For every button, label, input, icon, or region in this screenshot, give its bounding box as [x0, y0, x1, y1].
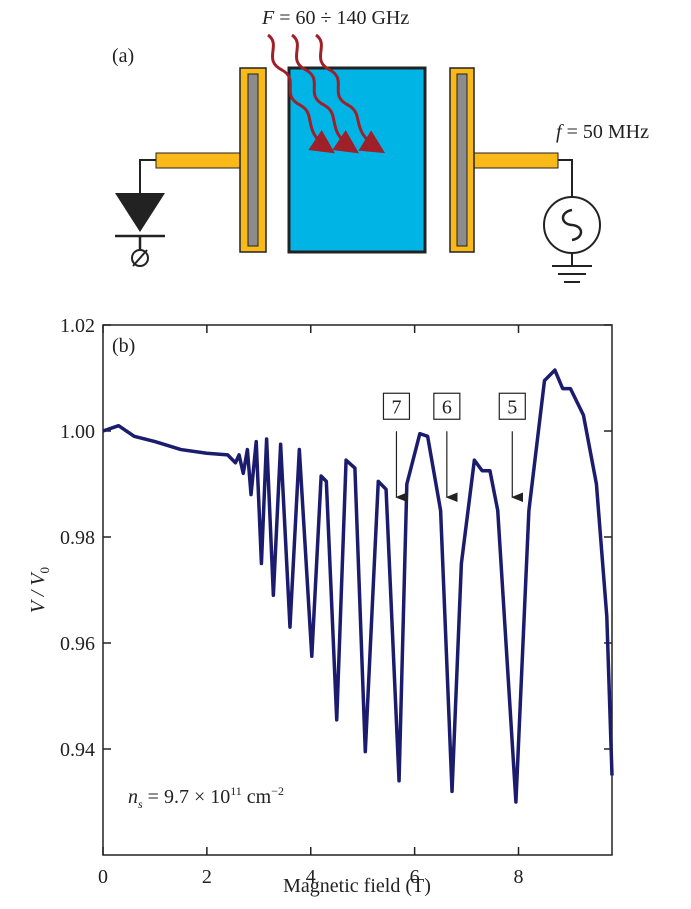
symbol: f	[556, 121, 564, 143]
symbol: V	[27, 598, 49, 613]
plot-frame	[102, 324, 613, 856]
generator-symbol	[561, 208, 583, 242]
diode	[115, 193, 165, 232]
text: = 60 ÷ 140 GHz	[274, 7, 409, 29]
x-tick-label: 2	[202, 866, 212, 888]
wire	[139, 159, 156, 193]
panel-label: (a)	[112, 45, 134, 67]
symbol: n	[128, 786, 138, 808]
superscript: 11	[230, 784, 242, 798]
x-tick-label: 8	[514, 866, 524, 888]
subscript: s	[138, 797, 143, 811]
annotation-box	[498, 392, 526, 420]
x-tick-label: 4	[306, 866, 316, 888]
wire	[155, 152, 243, 169]
text: = 9.7 × 10	[143, 786, 231, 808]
microwave	[290, 33, 359, 154]
terminal	[131, 249, 149, 267]
subscript: 0	[37, 567, 52, 574]
y-tick-label: 0.98	[60, 527, 95, 549]
terminal-slash	[132, 249, 148, 267]
text: cm	[242, 786, 272, 808]
annotation-label: 6	[442, 396, 452, 418]
y-tick-label: 1.00	[60, 421, 95, 443]
text: / V	[27, 571, 49, 602]
frequency-label: f = 50 MHz	[556, 121, 649, 143]
y-tick-label: 0.94	[60, 739, 95, 761]
data-line	[102, 368, 614, 804]
superscript: −2	[271, 784, 284, 798]
density-label: ns = 9.7 × 1011 cm−2	[128, 784, 284, 811]
schematic: (a) F = 60 ÷ 140 GHz f = 50 MHz	[112, 7, 649, 283]
x-tick-label: 0	[98, 866, 108, 888]
text: = 50 MHz	[562, 121, 650, 143]
annotation-label: 7	[391, 396, 401, 418]
x-tick-label: 6	[410, 866, 420, 888]
sample	[287, 66, 427, 254]
plate-inner	[247, 73, 259, 247]
y-tick-label: 0.96	[60, 633, 95, 655]
annotation-box	[382, 392, 411, 420]
y-tick-label: 1.02	[60, 315, 95, 337]
wire	[552, 159, 592, 283]
x-axis-label: Magnetic field (T)	[283, 875, 431, 897]
microwave	[266, 33, 335, 154]
microwave	[314, 33, 386, 154]
annotation-box	[433, 392, 461, 420]
diode-bar	[115, 234, 165, 250]
symbol: F	[261, 7, 275, 29]
y-axis-label: V / V0	[27, 567, 52, 613]
wire	[471, 152, 559, 169]
panel-label: (b)	[112, 335, 135, 357]
plate-inner	[456, 73, 468, 247]
annotation-label: 5	[507, 396, 517, 418]
frequency-label: F = 60 ÷ 140 GHz	[261, 7, 409, 29]
